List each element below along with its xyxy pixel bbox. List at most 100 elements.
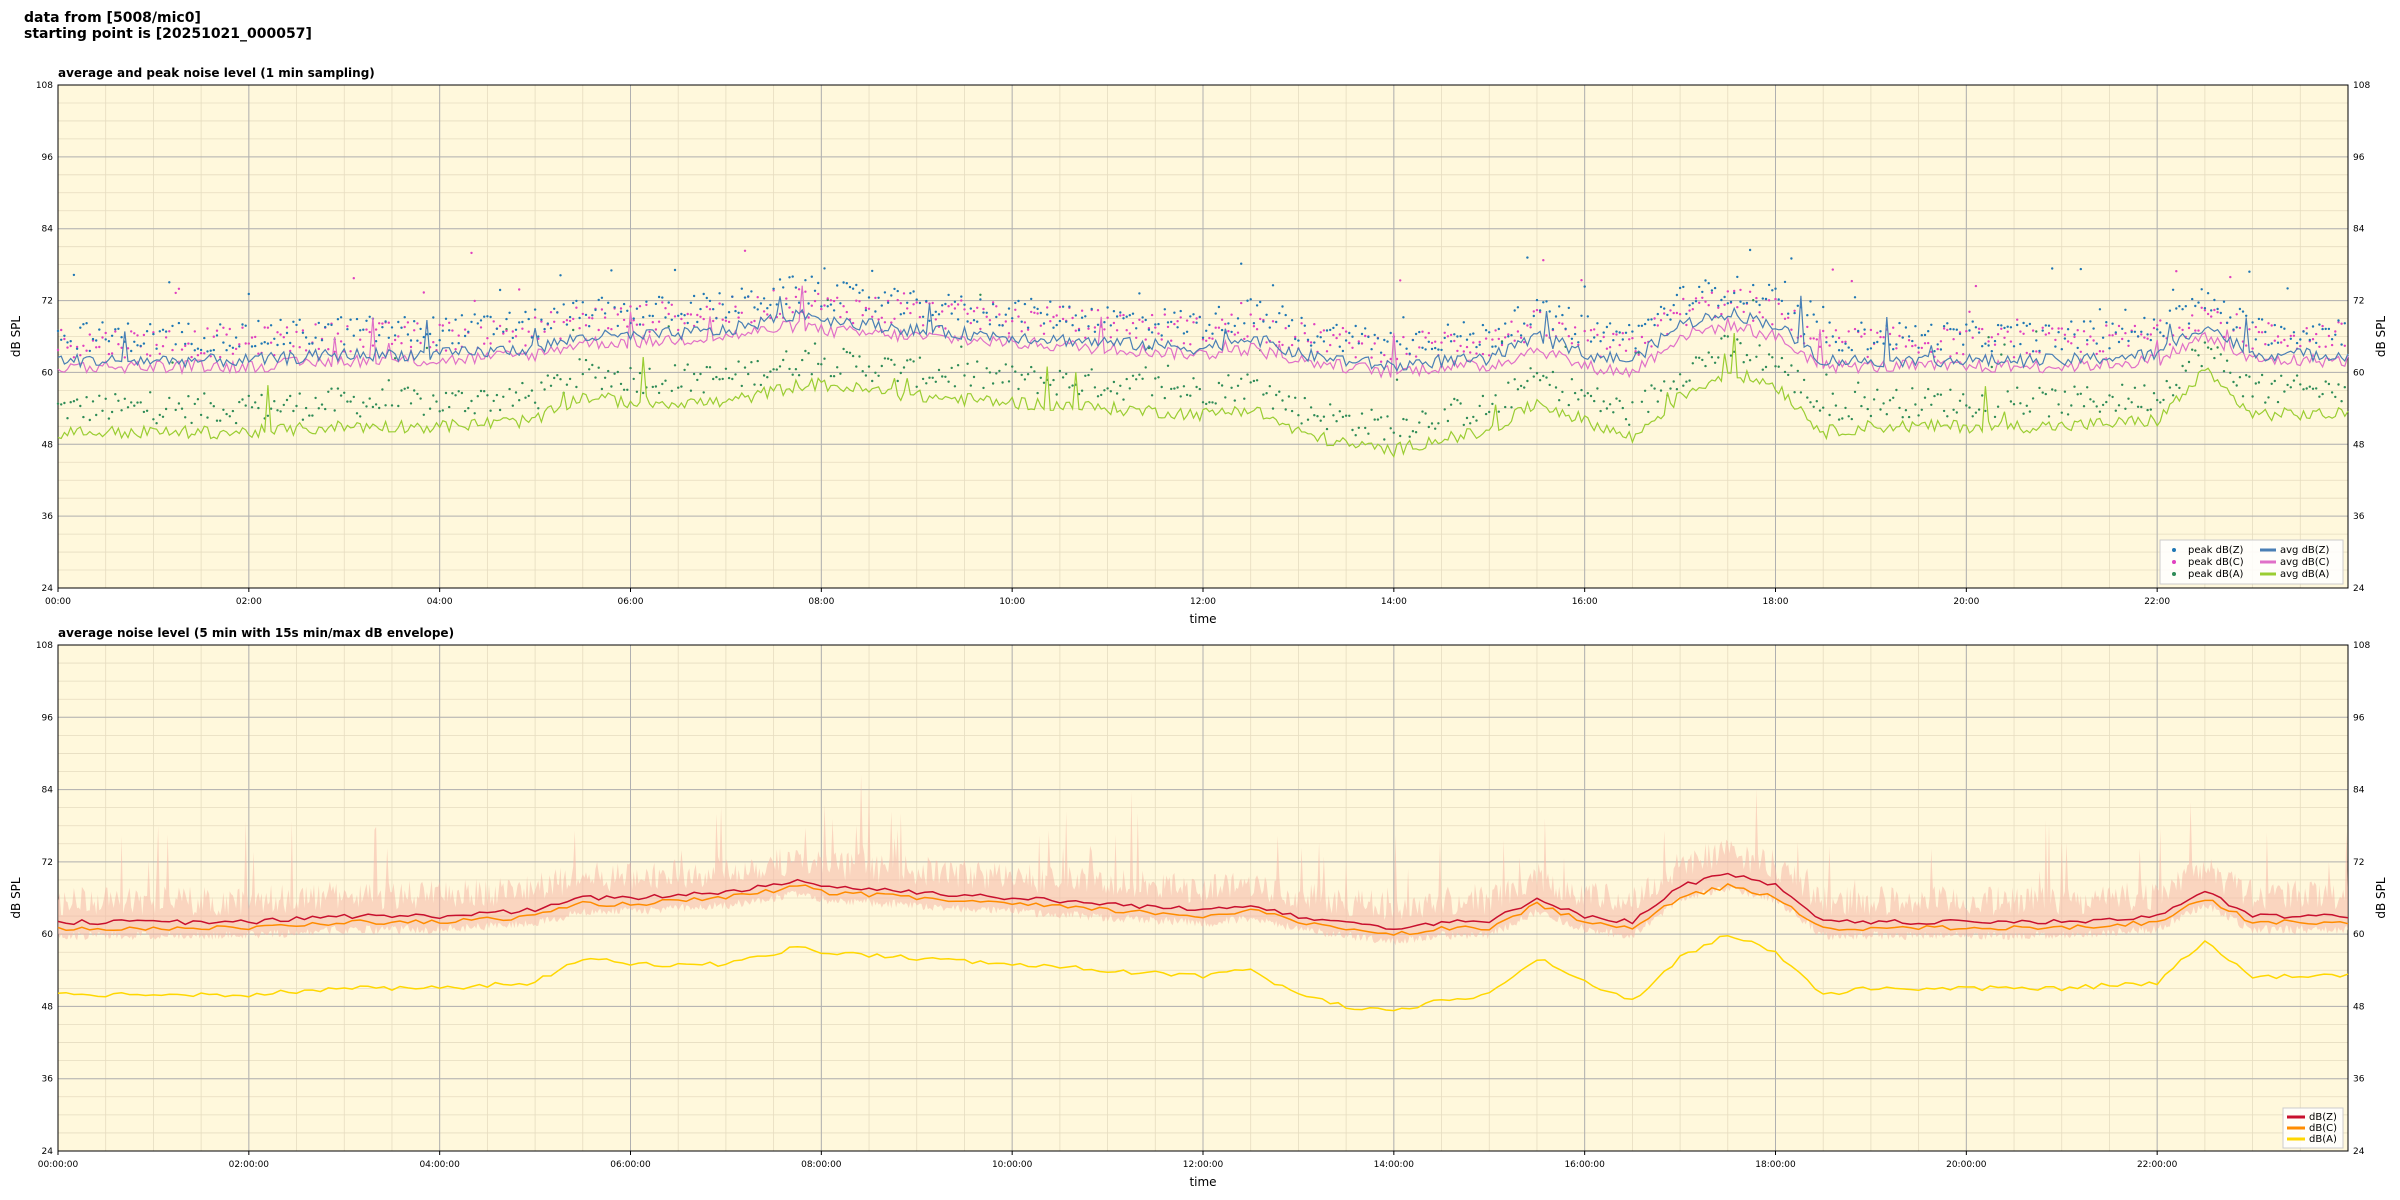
peak-dbz-marker — [1166, 321, 1170, 324]
peak-dbc-marker — [540, 320, 543, 323]
peak-dba-marker — [1589, 394, 1593, 398]
peak-dbz-marker — [1322, 340, 1326, 343]
peak-dba-marker — [212, 405, 215, 408]
peak-dbz-marker — [1615, 330, 1618, 333]
peak-dba-marker — [2235, 384, 2238, 387]
peak-dbz-marker — [1434, 346, 1437, 350]
peak-dba-marker — [1519, 384, 1523, 388]
peak-dba-marker — [610, 385, 613, 388]
peak-dbz-marker — [1640, 324, 1644, 327]
peak-dbz-marker — [1790, 257, 1793, 260]
peak-dbz-marker — [1020, 320, 1023, 323]
peak-dbz-marker — [1593, 336, 1596, 339]
peak-dba-marker — [2222, 370, 2226, 373]
peak-dbz-marker — [1516, 306, 1520, 309]
peak-dba-marker — [2003, 343, 2006, 346]
peak-dbz-marker — [1952, 328, 1955, 331]
peak-dbz-marker — [1523, 322, 1526, 325]
peak-dba-marker — [1421, 410, 1424, 413]
peak-dba-marker — [155, 422, 158, 425]
peak-dba-marker — [416, 392, 419, 396]
peak-dbc-marker — [1602, 335, 1605, 339]
peak-dba-marker — [2054, 389, 2057, 392]
peak-dbc-marker — [797, 288, 801, 291]
peak-dbc-marker — [473, 299, 476, 303]
peak-dba-marker — [400, 389, 403, 392]
header-line-2: starting point is [20251021_000057] — [24, 26, 312, 42]
peak-dba-marker — [1529, 367, 1532, 370]
peak-dba-marker — [1551, 370, 1555, 374]
peak-dbz-marker — [1300, 316, 1303, 320]
peak-dbz-marker — [1379, 351, 1383, 354]
peak-dba-marker — [2121, 383, 2124, 386]
peak-dba-marker — [393, 357, 397, 360]
peak-dbc-marker — [2009, 340, 2013, 343]
peak-dbz-marker — [257, 319, 260, 323]
peak-dbz-marker — [1685, 312, 1688, 316]
peak-dbc-marker — [327, 348, 330, 351]
peak-dbc-marker — [832, 299, 836, 303]
peak-dbz-marker — [56, 329, 60, 333]
peak-dba-marker — [234, 421, 238, 425]
peak-dbz-marker — [168, 281, 171, 284]
peak-dbc-marker — [1399, 279, 1402, 282]
peak-dbz-marker — [607, 301, 610, 304]
peak-dba-marker — [1262, 393, 1265, 396]
peak-dba-marker — [1042, 381, 1046, 384]
peak-dba-marker — [2311, 387, 2315, 390]
peak-dbz-marker — [1017, 299, 1020, 303]
peak-dba-marker — [295, 404, 298, 408]
peak-dba-marker — [502, 395, 505, 398]
peak-dbc-marker — [1465, 345, 1469, 349]
peak-dbc-marker — [101, 336, 104, 339]
peak-dbz-marker — [1125, 315, 1128, 318]
peak-dbc-marker — [2327, 334, 2331, 338]
peak-dbc-marker — [2127, 344, 2130, 347]
peak-dba-marker — [339, 394, 343, 397]
legend-label: avg dB(C) — [2280, 557, 2330, 568]
peak-dbz-marker — [2308, 338, 2311, 342]
peak-dbc-marker — [1344, 330, 1348, 333]
peak-dba-marker — [1554, 386, 1558, 389]
peak-dbz-marker — [158, 330, 161, 333]
peak-dbz-marker — [1580, 314, 1583, 317]
peak-dbz-marker — [1182, 332, 1186, 335]
peak-dba-marker — [832, 375, 836, 378]
peak-dba-marker — [2063, 390, 2067, 393]
peak-dbz-marker — [813, 289, 817, 292]
peak-dbz-marker — [619, 310, 623, 313]
peak-dbz-marker — [1268, 326, 1272, 329]
peak-dbz-marker — [314, 336, 317, 339]
peak-dbc-marker — [1608, 346, 1612, 349]
peak-dbz-marker — [1411, 338, 1415, 342]
peak-dbz-marker — [982, 311, 985, 314]
peak-dbz-marker — [2248, 270, 2251, 273]
peak-dba-marker — [836, 366, 839, 369]
peak-dbz-marker — [2241, 310, 2245, 313]
y-tick-label-right: 84 — [2353, 786, 2365, 796]
peak-dbc-marker — [1853, 327, 1857, 331]
peak-dbc-marker — [1405, 352, 1408, 356]
peak-dbz-marker — [1033, 306, 1036, 309]
peak-dba-marker — [1071, 384, 1074, 387]
peak-dba-marker — [1733, 350, 1736, 353]
peak-dbc-marker — [1011, 320, 1014, 323]
peak-dbc-marker — [810, 304, 813, 307]
peak-dbz-marker — [1812, 313, 1815, 316]
peak-dbz-marker — [568, 315, 572, 319]
peak-dbc-marker — [667, 312, 670, 316]
peak-dbz-marker — [1217, 305, 1221, 309]
peak-dbc-marker — [972, 310, 976, 313]
peak-dbc-marker — [2305, 327, 2308, 330]
peak-dbc-marker — [203, 352, 206, 355]
peak-dba-marker — [1885, 413, 1889, 416]
peak-dba-marker — [1472, 415, 1475, 419]
peak-dba-marker — [2079, 392, 2082, 395]
dbz-line — [57, 872, 2349, 931]
peak-dbc-marker — [1656, 324, 1660, 327]
peak-dba-marker — [1621, 406, 1625, 410]
peak-dba-marker — [1367, 432, 1370, 435]
peak-dbc-marker — [2031, 329, 2035, 332]
peak-dba-marker — [670, 389, 673, 393]
peak-dba-marker — [972, 375, 976, 379]
